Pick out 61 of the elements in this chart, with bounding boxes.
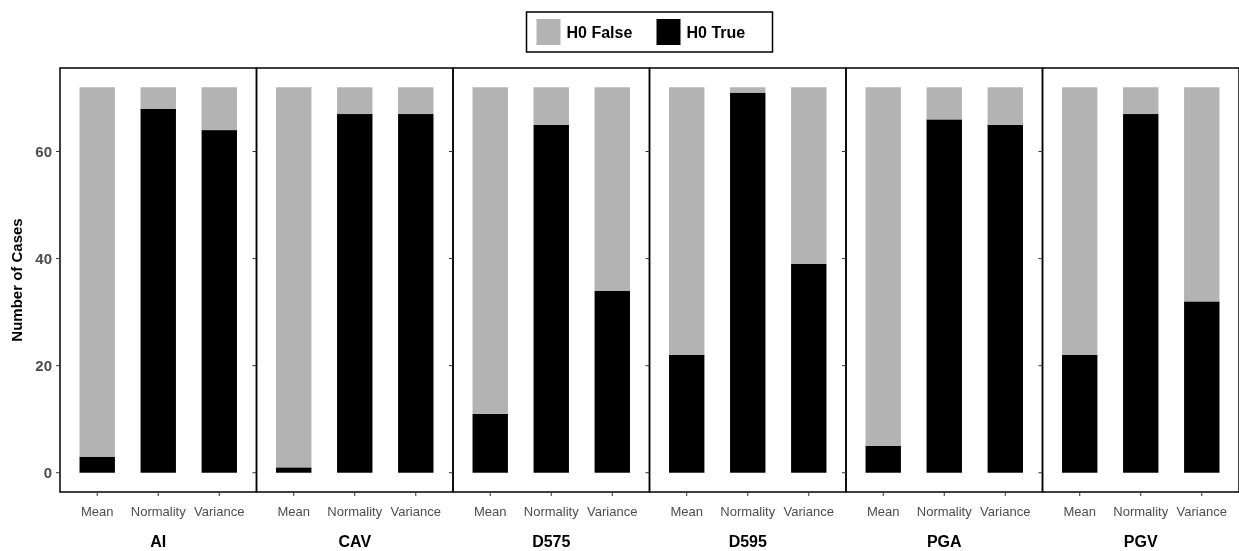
bar (1062, 354, 1098, 473)
bar (533, 87, 569, 125)
legend-label: H0 True (686, 23, 746, 41)
bar (594, 87, 630, 291)
x-tick-label: Variance (1176, 504, 1227, 519)
bar (926, 119, 962, 473)
bar (791, 263, 827, 473)
bar (791, 87, 827, 264)
x-tick-label: Mean (1063, 504, 1096, 519)
y-tick-label: 0 (43, 463, 52, 481)
x-axis-title: AI (150, 533, 167, 550)
bar (1062, 87, 1098, 355)
bar (865, 87, 901, 446)
x-tick-label: Normality (720, 504, 776, 519)
x-tick-label: Variance (783, 504, 834, 519)
bar (865, 445, 901, 473)
x-axis-title: D595 (728, 533, 767, 550)
x-axis-title: D575 (532, 533, 571, 550)
y-tick-label: 20 (35, 356, 52, 374)
x-axis-title: PGV (1123, 533, 1158, 550)
bar (140, 108, 176, 473)
bar (987, 124, 1023, 473)
x-tick-label: Mean (670, 504, 703, 519)
x-axis-title: CAV (338, 533, 372, 550)
x-tick-label: Variance (390, 504, 441, 519)
bar (79, 456, 115, 473)
bar (140, 87, 176, 109)
x-tick-label: Variance (587, 504, 638, 519)
bar (1123, 114, 1159, 473)
bar (1184, 87, 1220, 302)
bar (533, 124, 569, 473)
bar (201, 130, 237, 473)
bar (987, 87, 1023, 125)
x-tick-label: Normality (327, 504, 383, 519)
x-tick-label: Mean (80, 504, 114, 519)
x-axis-title: PGA (926, 533, 963, 550)
x-tick-label: Variance (980, 504, 1031, 519)
x-tick-label: Normality (130, 504, 187, 519)
x-tick-label: Normality (1113, 504, 1169, 519)
x-tick-label: Normality (523, 504, 580, 519)
x-tick-label: Mean (277, 504, 310, 519)
bar (926, 87, 962, 120)
x-tick-label: Mean (866, 504, 900, 519)
bar (669, 354, 705, 473)
y-tick-label: 60 (35, 142, 52, 160)
bar (669, 87, 705, 355)
bar (472, 87, 508, 414)
bar (472, 413, 508, 473)
bar (730, 92, 766, 473)
x-tick-label: Mean (473, 504, 507, 519)
bar (594, 290, 630, 473)
bar (1123, 87, 1159, 115)
bar (1184, 301, 1220, 473)
y-axis-title: Number of Cases (8, 218, 25, 342)
y-tick-label: 40 (35, 249, 52, 267)
legend-label: H0 False (566, 23, 633, 41)
bar (201, 87, 237, 131)
bar (730, 87, 766, 93)
x-tick-label: Variance (194, 504, 245, 519)
x-tick-label: Normality (916, 504, 973, 519)
bar (79, 87, 115, 457)
